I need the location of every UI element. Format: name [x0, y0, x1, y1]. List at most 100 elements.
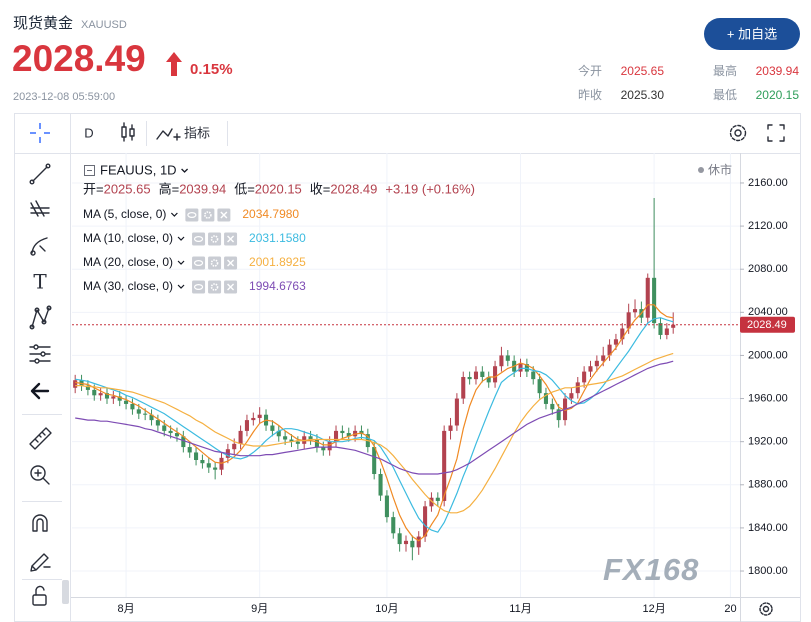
chart-style-button[interactable] [121, 122, 135, 142]
candle-body [378, 474, 383, 496]
ma-gear-button[interactable] [208, 280, 222, 294]
ma-legend-name: MA (5, close, 0) [83, 207, 166, 221]
candle-body [124, 400, 129, 404]
ma-legend-chevron [177, 260, 185, 265]
candle-body [314, 439, 319, 448]
ma-close-button[interactable] [224, 232, 238, 246]
unlock-tool[interactable] [32, 585, 47, 606]
candle-body [594, 360, 599, 367]
candle-body [174, 433, 180, 437]
icon-box [208, 256, 222, 270]
candle-body [493, 366, 498, 383]
ma-gear-button[interactable] [201, 208, 215, 222]
candle-body [632, 309, 638, 313]
candle-body [410, 540, 415, 548]
icon-glyph [204, 211, 212, 219]
x-tick-label: 11月 [509, 603, 531, 615]
sidebar-collapse[interactable] [62, 580, 69, 604]
back-tool[interactable] [30, 382, 50, 400]
icon-box [192, 256, 206, 270]
ma-eye-button[interactable] [192, 232, 206, 246]
icon-glyph [227, 259, 235, 267]
candle-body [206, 463, 211, 468]
indicators-icon[interactable] [156, 128, 181, 141]
candle-body [423, 506, 428, 537]
candle-body [467, 376, 472, 380]
lock-drawings-tool[interactable] [30, 553, 51, 572]
settings-button[interactable] [729, 124, 747, 142]
stat-label: 最低 [713, 88, 737, 102]
candle-body [569, 393, 574, 399]
market-status: 休市 [708, 162, 732, 177]
ma-close-button[interactable] [224, 280, 238, 294]
y-tick-label: 2040.00 [748, 306, 788, 318]
ma-eye-button[interactable] [192, 280, 206, 294]
candle-body [136, 409, 141, 414]
icon-box [185, 208, 199, 222]
stat-label: 昨收 [578, 88, 602, 102]
measure-tool[interactable] [29, 427, 52, 450]
magnet-tool[interactable] [32, 514, 48, 532]
candle-body [308, 436, 313, 440]
candle-body [384, 495, 389, 518]
ma-close-button[interactable] [224, 256, 238, 270]
stat-value: 2039.94 [756, 64, 800, 78]
candle-body [461, 376, 466, 399]
icon-box [201, 208, 215, 222]
watchlist-button[interactable] [704, 18, 800, 50]
ma-legend-value: 2034.7980 [242, 207, 299, 221]
interval-button[interactable]: D [84, 125, 93, 140]
icon-glyph [193, 284, 204, 291]
candle-body [187, 447, 192, 453]
icon-box [192, 280, 206, 294]
y-tick-label: 2160.00 [748, 177, 788, 189]
candle-body [270, 425, 275, 431]
ohlc-label: 开= [83, 181, 104, 196]
watermark: FX168 [603, 552, 699, 587]
watchlist-button-label[interactable]: + 加自选 [727, 26, 777, 41]
zoom-tool[interactable] [30, 465, 50, 485]
indicators-button[interactable]: 指标 [184, 125, 210, 140]
stat-label: 最高 [713, 63, 737, 78]
stat-value: 2025.65 [621, 64, 665, 78]
candle-body [429, 497, 434, 507]
ohlc-value: 2025.65 [104, 181, 151, 196]
y-tick-label: 1800.00 [748, 565, 788, 577]
last-price-tag [740, 316, 795, 333]
candle-body [168, 430, 173, 434]
icon-glyph [193, 260, 204, 267]
candle-body [664, 328, 669, 335]
candle-body [454, 398, 459, 426]
icon-box [208, 232, 222, 246]
crosshair-tool[interactable] [30, 123, 50, 143]
ma-eye-button[interactable] [185, 208, 199, 222]
prediction-tool[interactable] [29, 344, 51, 364]
pattern-tool[interactable] [29, 305, 52, 330]
collapse-icon[interactable] [84, 165, 95, 176]
ohlc-change: +3.19 (+0.16%) [385, 181, 475, 196]
candle-body [435, 497, 440, 501]
ohlc-label: 高= [159, 181, 180, 196]
axis-settings-button[interactable] [759, 602, 773, 616]
ma-close-button[interactable] [217, 208, 231, 222]
fib-tool[interactable] [30, 200, 50, 217]
symbol-title: FEAUUS, 1D [100, 162, 177, 177]
candle-body [531, 371, 536, 380]
candle-body [601, 355, 606, 361]
brush-tool[interactable] [30, 237, 48, 256]
ma-legend-chevron [170, 212, 178, 217]
candle-body [391, 517, 396, 534]
y-tick-label: 1880.00 [748, 479, 788, 491]
candle-body [162, 425, 167, 431]
ma-eye-button[interactable] [192, 256, 206, 270]
ma-legend-chevron [177, 284, 185, 289]
candle-body [652, 277, 657, 324]
trend-line-tool[interactable] [29, 163, 51, 185]
ohlc-label: 收= [310, 181, 331, 196]
fullscreen-button[interactable] [767, 124, 785, 142]
text-tool[interactable]: T [33, 270, 47, 294]
ma-gear-button[interactable] [208, 256, 222, 270]
ma-gear-button[interactable] [208, 232, 222, 246]
stat-value: 2025.30 [621, 88, 665, 102]
candle-body [403, 540, 409, 545]
